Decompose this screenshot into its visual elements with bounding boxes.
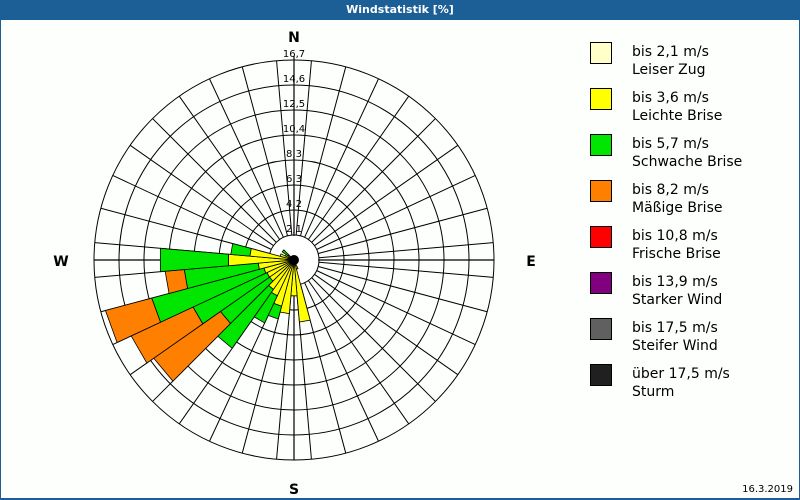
legend-swatch xyxy=(590,364,612,386)
legend-swatch xyxy=(590,318,612,340)
radial-tick-label: 6,3 xyxy=(286,174,302,185)
radial-tick-label: 2,1 xyxy=(286,224,302,235)
grid-spoke xyxy=(178,95,280,240)
legend-swatch xyxy=(590,180,612,202)
grid-spoke xyxy=(241,66,288,236)
sector-segment xyxy=(281,249,290,257)
grid-spoke xyxy=(308,95,410,240)
legend-label: bis 17,5 m/s Steifer Wind xyxy=(632,320,718,354)
grid-spoke xyxy=(276,60,293,235)
grid-spoke xyxy=(311,118,436,243)
legend-label: bis 8,2 m/s Mäßige Brise xyxy=(632,182,723,216)
grid-spoke xyxy=(311,277,436,402)
grid-spoke xyxy=(318,266,488,313)
legend-label: bis 3,6 m/s Leichte Brise xyxy=(632,90,723,124)
compass-north: N xyxy=(288,30,300,46)
legend-swatch xyxy=(590,88,612,110)
grid-spoke xyxy=(304,282,379,442)
legend-swatch xyxy=(590,272,612,294)
radial-tick-label: 10,4 xyxy=(283,124,305,135)
grid-spoke xyxy=(318,207,488,254)
grid-spoke xyxy=(314,144,459,246)
sector-segment xyxy=(104,297,161,344)
compass-east: E xyxy=(526,254,536,270)
radial-tick-label: 4,2 xyxy=(286,199,302,210)
grid-spoke xyxy=(112,175,272,250)
legend-swatch xyxy=(590,42,612,64)
legend-label: bis 13,9 m/s Starker Wind xyxy=(632,274,723,308)
grid-spoke xyxy=(295,60,312,235)
grid-spoke xyxy=(316,175,476,250)
date-label: 16.3.2019 xyxy=(742,484,793,495)
legend-label: bis 2,1 m/s Leiser Zug xyxy=(632,44,709,78)
grid-spoke xyxy=(308,280,410,425)
radial-tick-label: 14,6 xyxy=(283,74,305,85)
grid-spoke xyxy=(129,144,274,246)
legend-label: über 17,5 m/s Sturm xyxy=(632,366,730,400)
grid-spoke xyxy=(319,261,494,278)
grid-spoke xyxy=(319,242,494,259)
sector-segment xyxy=(230,243,252,257)
legend-label: bis 5,7 m/s Schwache Brise xyxy=(632,136,743,170)
grid-spoke xyxy=(314,274,459,376)
grid-spoke xyxy=(209,78,284,238)
radial-tick-label: 12,5 xyxy=(283,99,305,110)
radial-tick-label: 16,7 xyxy=(283,49,305,60)
grid-spoke xyxy=(304,78,379,238)
grid-spoke xyxy=(300,66,347,236)
grid-spoke xyxy=(152,118,277,243)
compass-west: W xyxy=(53,254,68,270)
window-title: Windstatistik [%] xyxy=(0,0,800,20)
sector-segment xyxy=(159,247,229,273)
center-core xyxy=(289,255,299,265)
grid-spoke xyxy=(316,270,476,345)
radial-tick-label: 8,3 xyxy=(286,149,302,160)
legend-label: bis 10,8 m/s Frische Brise xyxy=(632,228,721,262)
legend-swatch xyxy=(590,134,612,156)
legend-swatch xyxy=(590,226,612,248)
compass-south: S xyxy=(289,482,299,498)
bottom-border xyxy=(0,498,800,500)
